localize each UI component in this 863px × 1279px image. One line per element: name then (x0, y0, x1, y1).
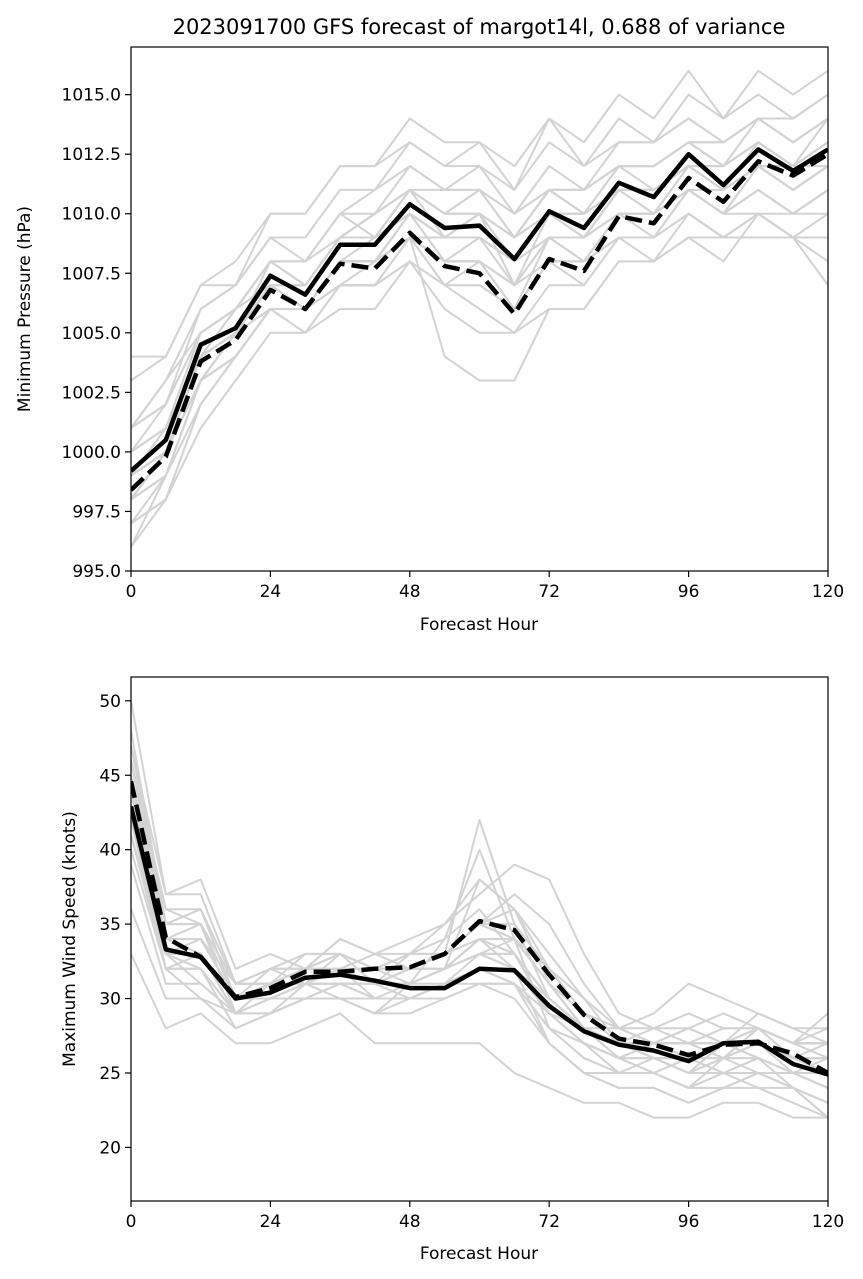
x-tick-label: 48 (399, 1212, 421, 1232)
ensemble-member-line (131, 117, 828, 358)
y-tick-label: 30 (99, 990, 121, 1010)
ensemble-member-line (131, 953, 828, 1119)
y-tick-label: 50 (99, 692, 121, 712)
pressure-x-axis: 0 24 48 72 96 120 (126, 571, 844, 602)
ensemble-member-line (131, 93, 828, 382)
x-tick-label: 48 (399, 582, 421, 602)
pressure-chart: 2023091700 GFS forecast of margot14l, 0.… (15, 15, 844, 635)
y-tick-label: 997.5 (72, 502, 121, 522)
y-axis-label: Minimum Pressure (hPa) (15, 206, 35, 412)
wind-x-axis: 0 24 48 72 96 120 (126, 1201, 844, 1232)
ensemble-member-line (131, 165, 828, 501)
y-axis-label: Maximum Wind Speed (knots) (60, 811, 80, 1067)
y-tick-label: 20 (99, 1138, 121, 1158)
x-tick-label: 72 (538, 582, 560, 602)
wind-plot-frame (130, 676, 829, 1202)
pressure-main-lines (131, 147, 828, 492)
ensemble-member-line (131, 864, 828, 1119)
y-tick-label: 1012.5 (62, 145, 121, 165)
y-tick-label: 1007.5 (62, 264, 121, 284)
y-tick-label: 1015.0 (62, 86, 121, 106)
chart-title: 2023091700 GFS forecast of margot14l, 0.… (173, 15, 786, 39)
x-tick-label: 120 (812, 582, 844, 602)
y-tick-label: 40 (99, 841, 121, 861)
y-tick-label: 25 (99, 1064, 121, 1084)
wind-y-axis: 20 25 30 35 40 45 50 (99, 692, 131, 1158)
wind-chart: 0 24 48 72 96 120 20 25 30 35 40 45 50 Forecast Hou… (60, 676, 844, 1264)
y-tick-label: 35 (99, 915, 121, 935)
x-tick-label: 96 (678, 582, 700, 602)
y-tick-label: 1000.0 (62, 443, 121, 463)
y-tick-label: 45 (99, 766, 121, 786)
x-tick-label: 0 (126, 1212, 137, 1232)
pressure-plot-frame (130, 46, 829, 572)
x-axis-label: Forecast Hour (420, 1244, 538, 1264)
ensemble-member-line (131, 745, 828, 1119)
y-tick-label: 1005.0 (62, 324, 121, 344)
x-tick-label: 24 (260, 582, 282, 602)
pressure-y-axis: 995.0 997.5 1000.0 1002.5 1005.0 1007.5 1010.0… (62, 86, 131, 582)
y-tick-label: 995.0 (72, 562, 121, 582)
wind-main-lines (131, 780, 828, 1077)
dashed-series-line (131, 152, 828, 492)
x-axis-label: Forecast Hour (420, 615, 538, 635)
y-tick-label: 1002.5 (62, 383, 121, 403)
y-tick-label: 1010.0 (62, 205, 121, 225)
pressure-ensemble-lines (131, 69, 828, 548)
x-tick-label: 72 (538, 1212, 560, 1232)
x-tick-label: 0 (126, 582, 137, 602)
x-tick-label: 96 (678, 1212, 700, 1232)
ensemble-member-line (131, 141, 828, 477)
x-tick-label: 120 (812, 1212, 844, 1232)
solid-series-line (131, 147, 828, 473)
dashed-series-line (131, 780, 828, 1075)
x-tick-label: 24 (260, 1212, 282, 1232)
